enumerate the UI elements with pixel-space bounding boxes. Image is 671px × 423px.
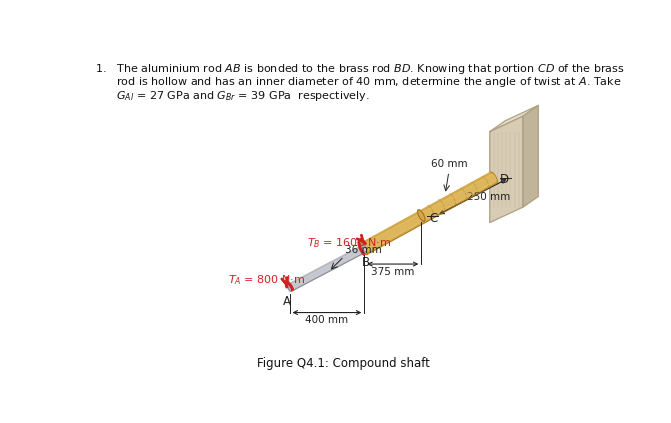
Text: 375 mm: 375 mm bbox=[371, 267, 415, 277]
Text: 36 mm: 36 mm bbox=[345, 245, 382, 255]
Polygon shape bbox=[362, 245, 366, 252]
Text: 60 mm: 60 mm bbox=[431, 159, 467, 169]
Text: Figure Q4.1: Compound shaft: Figure Q4.1: Compound shaft bbox=[257, 357, 430, 370]
Text: rod is hollow and has an inner diameter of 40 mm, determine the angle of twist a: rod is hollow and has an inner diameter … bbox=[95, 75, 621, 89]
Polygon shape bbox=[417, 210, 425, 221]
Polygon shape bbox=[287, 285, 292, 291]
Polygon shape bbox=[289, 247, 366, 290]
Text: $T_A$ = 800 N·m: $T_A$ = 800 N·m bbox=[228, 273, 305, 287]
Text: $T_B$ = 1600 N·m: $T_B$ = 1600 N·m bbox=[307, 236, 391, 250]
Polygon shape bbox=[523, 105, 538, 207]
Polygon shape bbox=[287, 245, 366, 291]
Text: $G_{Al}$ = 27 GPa and $G_{Br}$ = 39 GPa  respectively.: $G_{Al}$ = 27 GPa and $G_{Br}$ = 39 GPa … bbox=[95, 89, 370, 103]
Polygon shape bbox=[360, 172, 497, 254]
Text: 1.   The aluminium rod $AB$ is bonded to the brass rod $BD$. Knowing that portio: 1. The aluminium rod $AB$ is bonded to t… bbox=[95, 61, 625, 76]
Text: D: D bbox=[500, 173, 509, 186]
Text: A: A bbox=[282, 295, 291, 308]
Text: 400 mm: 400 mm bbox=[305, 315, 348, 325]
Polygon shape bbox=[490, 116, 523, 222]
Polygon shape bbox=[360, 243, 368, 254]
Polygon shape bbox=[363, 174, 496, 252]
Text: B: B bbox=[362, 256, 370, 269]
Text: 250 mm: 250 mm bbox=[466, 192, 510, 202]
Polygon shape bbox=[490, 105, 538, 132]
Text: C: C bbox=[429, 212, 437, 225]
